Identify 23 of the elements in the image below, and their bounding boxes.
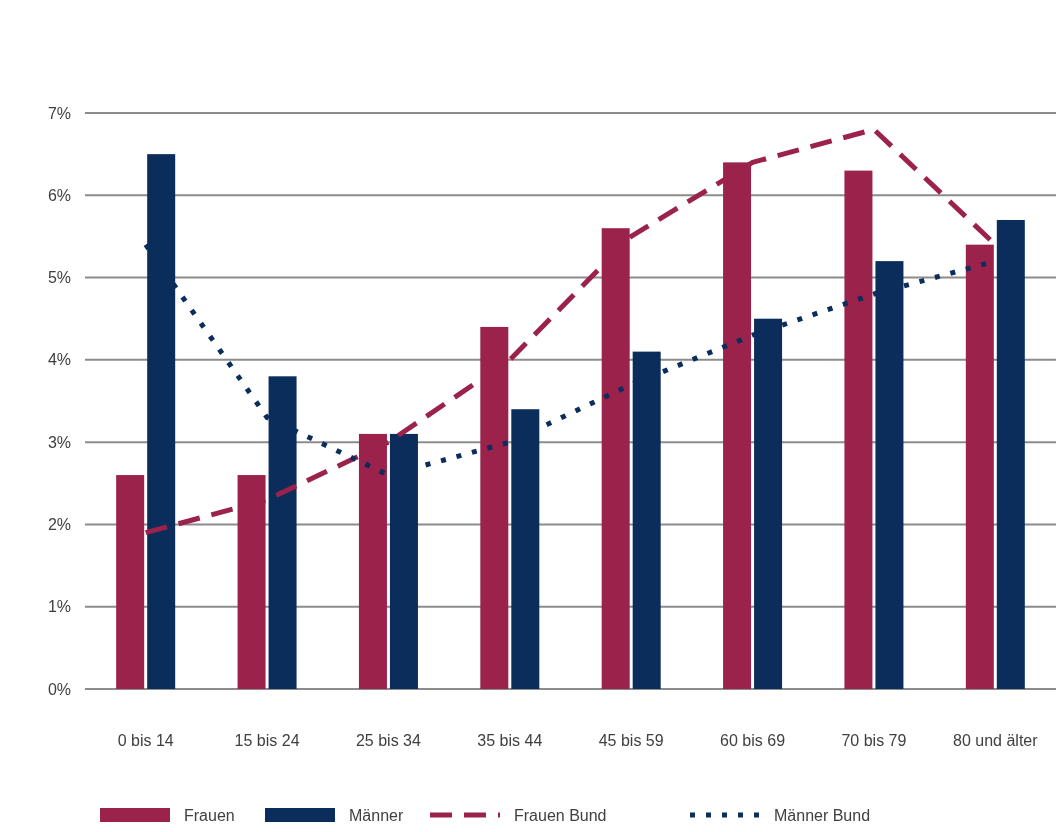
y-tick-label: 4%	[47, 351, 71, 369]
legend-label: Frauen	[184, 806, 235, 824]
x-tick-label: 35 bis 44	[477, 732, 543, 749]
x-tick-label: 80 und älter	[953, 732, 1039, 749]
legend-label: Frauen Bund	[514, 806, 607, 824]
y-tick-label: 2%	[47, 516, 71, 534]
y-tick-label: 0%	[47, 680, 71, 698]
x-tick-label: 60 bis 69	[720, 732, 786, 749]
y-tick-label: 1%	[47, 598, 71, 616]
y-tick-label: 3%	[47, 433, 71, 451]
bar	[965, 244, 994, 689]
legend-label: Männer	[349, 806, 404, 824]
bar	[844, 170, 873, 689]
x-tick-label: 70 bis 79	[841, 732, 907, 749]
y-tick-label: 5%	[47, 269, 71, 287]
x-tick-label: 45 bis 59	[598, 732, 664, 749]
x-tick-label: 15 bis 24	[234, 732, 300, 749]
y-tick-label: 6%	[47, 186, 71, 204]
legend-label: Männer Bund	[774, 806, 871, 824]
x-tick-label: 25 bis 34	[355, 732, 422, 749]
x-tick-label: 0 bis 14	[117, 732, 174, 749]
y-tick-label: 7%	[47, 104, 71, 122]
bar	[996, 219, 1025, 689]
